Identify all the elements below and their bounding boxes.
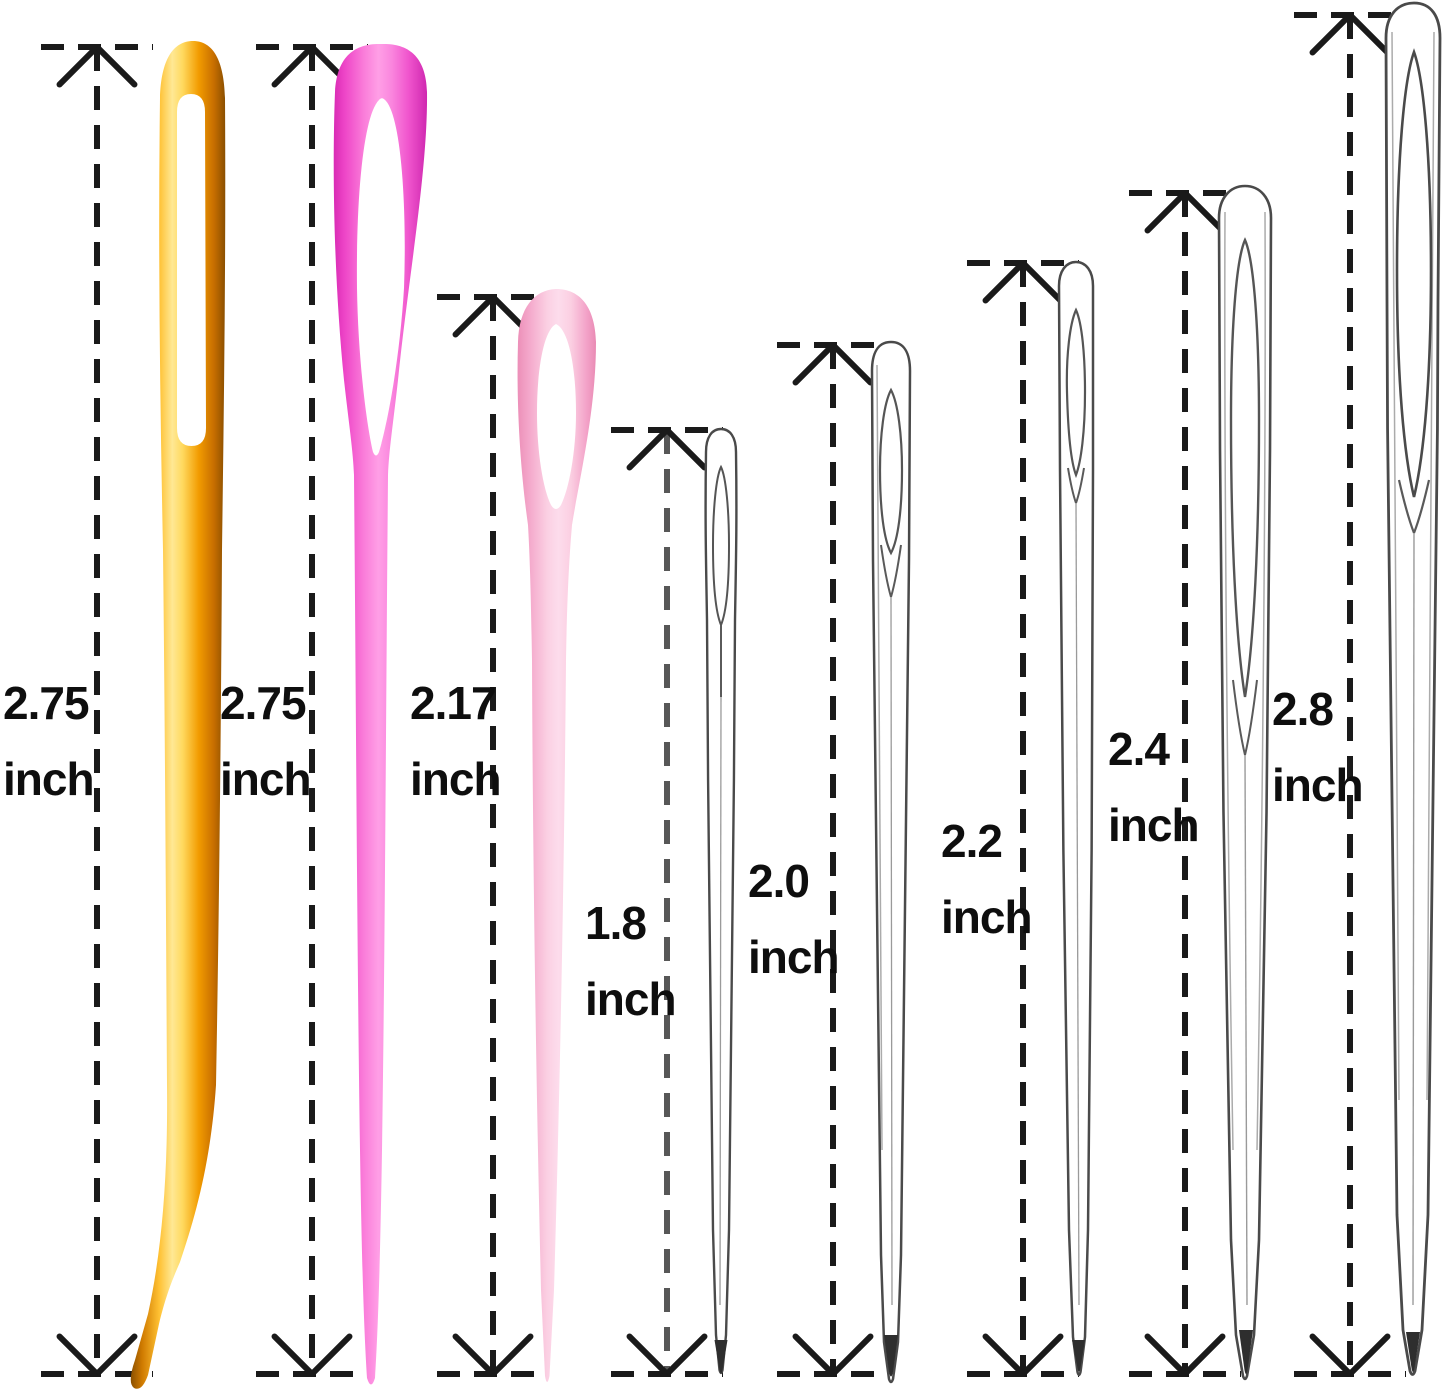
needle-tip (1406, 1332, 1420, 1372)
needle-eye (878, 387, 904, 556)
needle-tip (1239, 1330, 1253, 1374)
needle-body (517, 289, 596, 1382)
length-value: 2.0 (748, 855, 810, 907)
eye-slit (1232, 679, 1258, 756)
needle-body (130, 41, 226, 1389)
length-label: 2.75 inch (220, 677, 312, 805)
length-label: 2.2 inch (941, 815, 1033, 943)
light-pink-needle (517, 289, 596, 1382)
needle-tip (1072, 1340, 1085, 1372)
length-value: 2.8 (1272, 683, 1334, 735)
dimension-vline (309, 47, 315, 1374)
dimension-vline (664, 430, 670, 1374)
length-unit: inch (410, 753, 502, 805)
length-value: 2.75 (220, 677, 307, 729)
dimension-vline (1182, 193, 1188, 1374)
length-label: 2.8 inch (1272, 683, 1364, 811)
shaft-line (719, 696, 722, 1306)
needle-body (333, 44, 428, 1385)
length-unit: inch (3, 753, 95, 805)
steel-needle-small (704, 427, 738, 1375)
shaft-line (1412, 532, 1415, 1306)
eye-slit (1067, 467, 1085, 504)
length-label: 1.8 inch (585, 897, 677, 1025)
needle-eye (1395, 48, 1433, 498)
dimension-vline (1347, 15, 1353, 1374)
length-label: 2.75 inch (3, 677, 95, 805)
length-unit: inch (748, 931, 840, 983)
length-unit: inch (1108, 799, 1200, 851)
length-value: 2.4 (1108, 723, 1170, 775)
shaft-line (890, 596, 893, 1306)
steel-needle-xxlarge (1384, 1, 1442, 1376)
steel-needle-large (1057, 260, 1095, 1377)
needle-eye (1229, 237, 1261, 698)
length-value: 2.17 (410, 677, 497, 729)
steel-needle-xlarge (1217, 184, 1273, 1381)
length-unit: inch (1272, 759, 1364, 811)
pink-needle (333, 44, 428, 1385)
dimension-vline (490, 297, 496, 1374)
length-label: 2.4 inch (1108, 723, 1200, 851)
gold-needle (130, 41, 226, 1389)
length-unit: inch (941, 891, 1033, 943)
length-label: 2.0 inch (748, 855, 840, 983)
dimension-vline (94, 47, 100, 1374)
dimension-vline (1020, 263, 1026, 1374)
eye-slit (1397, 479, 1431, 534)
shaft-line (1244, 754, 1248, 1306)
needle-tip (714, 1340, 728, 1374)
length-value: 1.8 (585, 897, 647, 949)
length-value: 2.75 (3, 677, 90, 729)
eye-slit (880, 544, 902, 598)
length-label: 2.17 inch (410, 677, 502, 805)
length-unit: inch (220, 753, 312, 805)
shaft-line (1075, 502, 1080, 1306)
dimension-vline (830, 345, 836, 1374)
needle-tip (884, 1335, 898, 1377)
needle-eye (711, 464, 731, 628)
needle-outline (1057, 260, 1095, 1377)
length-value: 2.2 (941, 815, 1003, 867)
length-unit: inch (585, 973, 677, 1025)
steel-needle-medium (870, 340, 912, 1384)
needle-inner-edge (1224, 211, 1266, 1151)
needle-eye (1065, 307, 1087, 479)
